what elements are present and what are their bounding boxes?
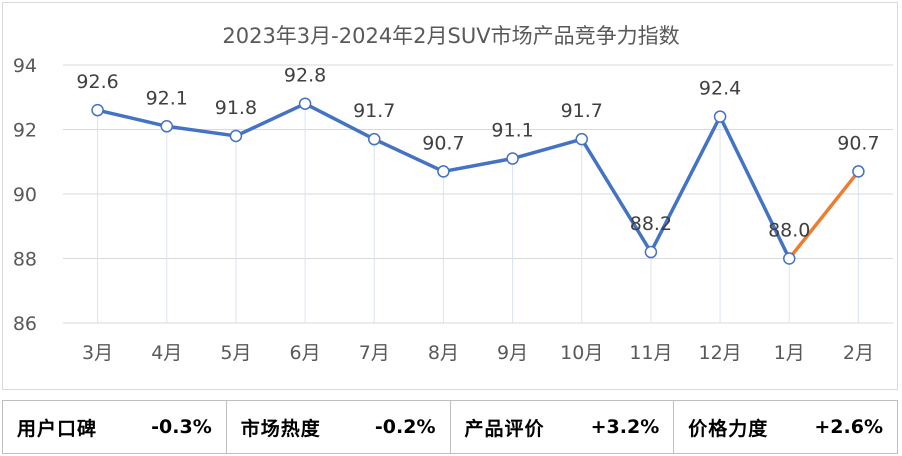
x-tick-label: 6月 <box>290 342 321 364</box>
data-label: 90.7 <box>837 132 879 154</box>
line-chart: 2023年3月-2024年2月SUV市场产品竞争力指数 92.6 92.1 91.8… <box>13 24 893 364</box>
x-tick-label: 4月 <box>151 342 182 364</box>
data-label: 91.1 <box>491 120 533 142</box>
x-tick-label: 7月 <box>359 342 390 364</box>
y-tick-label: 92 <box>13 120 37 142</box>
data-label: 92.1 <box>146 87 188 109</box>
drop-lines <box>97 103 859 323</box>
data-label: 91.8 <box>215 97 257 119</box>
data-point <box>852 165 865 178</box>
x-tick-label: 11月 <box>629 342 672 364</box>
data-point <box>368 132 381 146</box>
data-label: 92.6 <box>76 71 118 93</box>
metric-price-strength: 价格力度 +2.6% <box>674 401 897 453</box>
data-point <box>783 252 796 265</box>
data-label: 92.4 <box>699 78 741 100</box>
data-label: 90.7 <box>422 132 464 154</box>
data-point <box>575 132 588 146</box>
y-tick-label: 86 <box>13 313 37 335</box>
data-point <box>298 97 312 110</box>
x-tick-label: 3月 <box>82 342 113 364</box>
x-tick-label: 10月 <box>560 342 603 364</box>
x-tick-label: 2月 <box>843 342 874 364</box>
data-label: 88.2 <box>630 213 672 235</box>
chart-frame: 2023年3月-2024年2月SUV市场产品竞争力指数 92.6 92.1 91.8… <box>2 2 898 390</box>
data-point <box>506 152 519 165</box>
data-label: 88.0 <box>768 220 810 242</box>
data-point <box>229 129 243 143</box>
axis-labels: 86 88 90 92 94 3月 4月 5月 6月 7月 8月 9月 10月 11月 12月 1月 2月 <box>13 55 874 364</box>
data-point <box>160 120 173 133</box>
metric-value: -0.3% <box>151 416 212 438</box>
metric-user-reputation: 用户口碑 -0.3% <box>3 401 227 453</box>
x-tick-label: 12月 <box>698 342 741 364</box>
metric-product-rating: 产品评价 +3.2% <box>451 401 675 453</box>
metric-label: 产品评价 <box>464 417 545 440</box>
metric-label: 市场热度 <box>240 417 321 440</box>
metric-value: -0.2% <box>374 416 436 438</box>
data-point <box>437 165 450 178</box>
y-tick-label: 94 <box>13 55 37 77</box>
metric-label: 价格力度 <box>688 417 769 440</box>
x-tick-label: 9月 <box>497 342 528 364</box>
metric-market-heat: 市场热度 -0.2% <box>227 401 451 453</box>
chart-title: 2023年3月-2024年2月SUV市场产品竞争力指数 <box>222 24 679 48</box>
x-tick-label: 5月 <box>220 342 251 364</box>
series-line <box>97 101 861 261</box>
data-labels: 92.6 92.1 91.8 92.8 91.7 90.7 91.1 91.7 88.2 92.4… <box>76 65 879 242</box>
y-tick-label: 90 <box>13 184 37 206</box>
data-point <box>713 110 727 123</box>
metric-label: 用户口碑 <box>17 417 98 440</box>
data-label: 91.7 <box>561 100 603 122</box>
data-markers <box>91 97 865 265</box>
x-tick-label: 8月 <box>428 342 459 364</box>
series-line-highlight <box>787 169 861 261</box>
metrics-bar: 用户口碑 -0.3% 市场热度 -0.2% 产品评价 +3.2% 价格力度 +2… <box>2 400 898 454</box>
data-point <box>644 245 658 259</box>
y-tick-label: 88 <box>13 249 37 271</box>
data-label: 91.7 <box>353 100 395 122</box>
metric-value: +2.6% <box>814 416 883 438</box>
data-label: 92.8 <box>284 65 326 87</box>
metric-value: +3.2% <box>590 416 660 438</box>
data-point <box>91 103 104 117</box>
x-tick-label: 1月 <box>774 342 805 364</box>
